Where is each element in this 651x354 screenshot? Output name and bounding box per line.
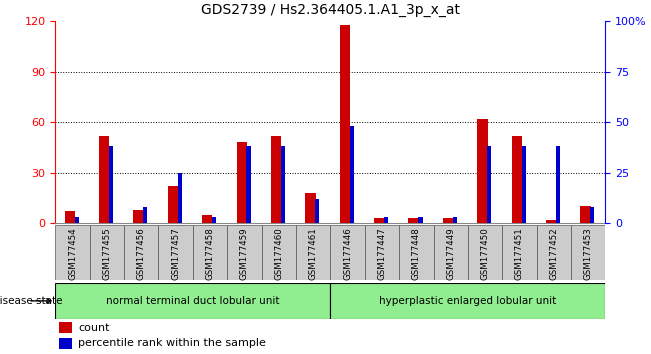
Text: GSM177449: GSM177449 [446,228,455,280]
Bar [55,283,330,319]
Text: GSM177452: GSM177452 [549,228,559,280]
Bar [419,217,422,223]
Bar [340,25,350,223]
Bar [124,225,158,280]
Bar [590,207,594,223]
Text: count: count [78,322,109,332]
Text: GSM177460: GSM177460 [274,228,283,280]
Bar [64,211,75,223]
Bar [546,219,556,223]
Text: hyperplastic enlarged lobular unit: hyperplastic enlarged lobular unit [380,296,557,306]
Bar [384,217,388,223]
Text: GSM177458: GSM177458 [206,228,215,280]
Bar [477,119,488,223]
Text: GSM177450: GSM177450 [480,228,490,280]
Text: GSM177461: GSM177461 [309,228,318,280]
Bar [305,193,316,223]
Text: disease state: disease state [0,296,63,306]
Bar [350,126,353,223]
Bar [330,283,605,319]
Bar [75,217,79,223]
Bar [365,225,399,280]
Bar [168,186,178,223]
Bar [408,218,419,223]
Text: GSM177446: GSM177446 [343,228,352,280]
Bar [202,215,212,223]
Text: percentile rank within the sample: percentile rank within the sample [78,338,266,348]
Bar [571,225,605,280]
Bar [468,225,503,280]
Bar [109,146,113,223]
Text: GSM177455: GSM177455 [102,228,111,280]
Bar [512,136,522,223]
Text: GSM177453: GSM177453 [584,228,593,280]
Bar [315,199,320,223]
Text: GSM177448: GSM177448 [412,228,421,280]
Bar [281,146,285,223]
Bar [90,225,124,280]
Bar [262,225,296,280]
Text: GSM177457: GSM177457 [171,228,180,280]
Bar [521,146,525,223]
Bar [227,225,262,280]
Bar [271,136,281,223]
Bar [374,218,384,223]
Bar [399,225,434,280]
Bar [296,225,330,280]
Text: GSM177459: GSM177459 [240,228,249,280]
Bar [193,225,227,280]
Bar [434,225,468,280]
Text: GSM177447: GSM177447 [378,228,387,280]
Bar [99,136,109,223]
Title: GDS2739 / Hs2.364405.1.A1_3p_x_at: GDS2739 / Hs2.364405.1.A1_3p_x_at [201,4,460,17]
Bar [487,146,492,223]
Text: GSM177451: GSM177451 [515,228,524,280]
Bar [55,225,90,280]
Bar [536,225,571,280]
Bar [59,338,72,349]
Bar [133,210,144,223]
Bar [247,146,251,223]
Bar [443,218,453,223]
Text: GSM177454: GSM177454 [68,228,77,280]
Bar [143,207,148,223]
Text: normal terminal duct lobular unit: normal terminal duct lobular unit [106,296,280,306]
Bar [503,225,536,280]
Bar [236,142,247,223]
Bar [330,225,365,280]
Bar [158,225,193,280]
Bar [580,206,590,223]
Bar [178,172,182,223]
Bar [453,217,457,223]
Text: GSM177456: GSM177456 [137,228,146,280]
Bar [556,146,560,223]
Bar [59,322,72,333]
Bar [212,217,216,223]
